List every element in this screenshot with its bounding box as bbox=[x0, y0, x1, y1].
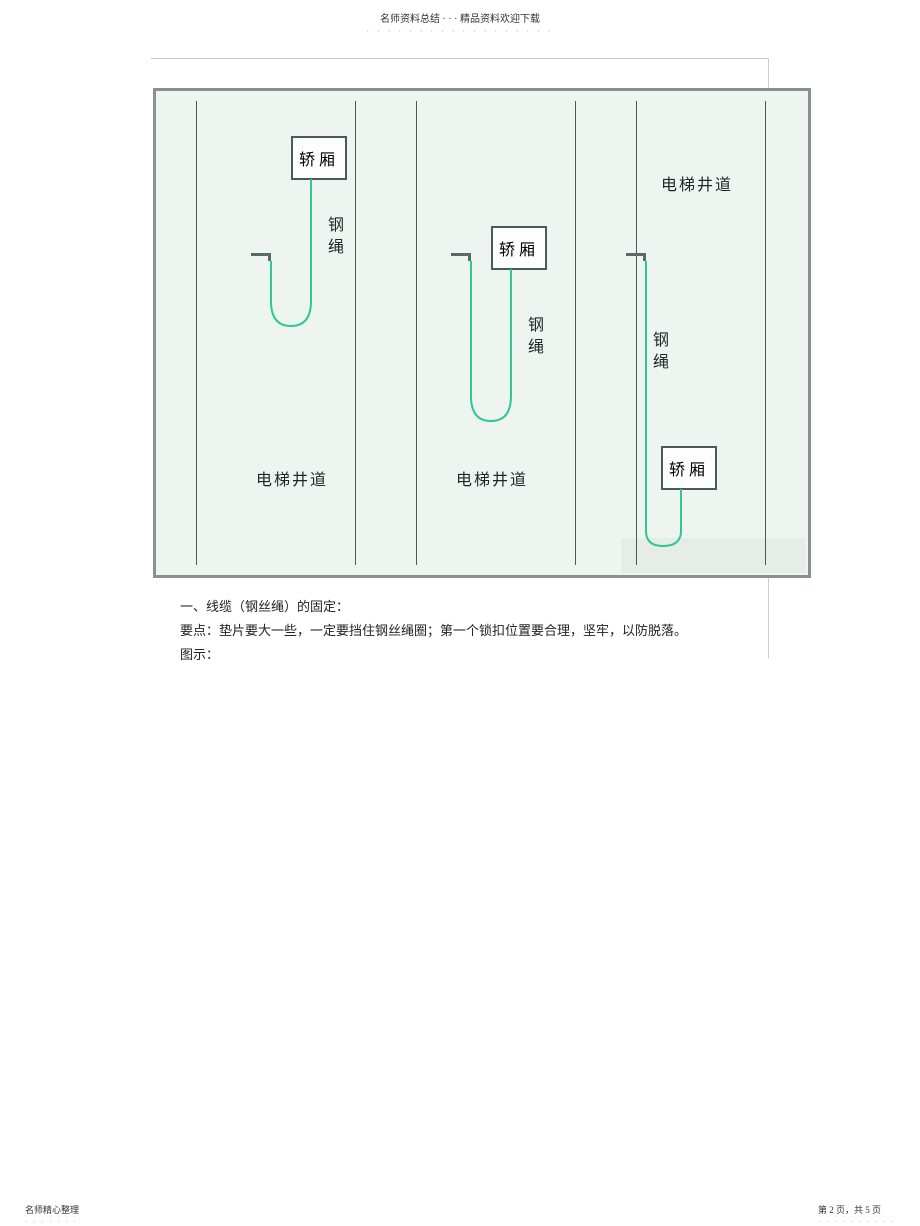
footer-divider: · · · · · · · bbox=[25, 1218, 79, 1226]
text-line-2: 要点：垫片要大一些，一定要挡住钢丝绳圈；第一个锁扣位置要合理，坚牢，以防脱落。 bbox=[180, 619, 687, 643]
body-text: 一、线缆（钢丝绳）的固定： 要点：垫片要大一些，一定要挡住钢丝绳圈；第一个锁扣位… bbox=[180, 595, 687, 667]
rope-line bbox=[176, 101, 376, 571]
elevator-shaft-3: 轿厢 钢绳 电梯井道 bbox=[616, 101, 786, 565]
wall-bracket bbox=[626, 253, 646, 261]
text-line-3: 图示： bbox=[180, 643, 687, 667]
footer-divider: · · · · · · · · · · bbox=[818, 1218, 895, 1226]
header-divider: · · · · · · · · · · · · · · · · · · bbox=[0, 27, 920, 36]
rope-label: 钢绳 bbox=[521, 316, 545, 360]
shaft-label: 电梯井道 bbox=[661, 171, 733, 195]
page-header: 名师资料总结 · · · 精品资料欢迎下载 · · · · · · · · · … bbox=[0, 0, 920, 36]
elevator-shaft-1: 轿厢 钢绳 电梯井道 bbox=[176, 101, 376, 565]
rope-line bbox=[396, 101, 596, 571]
footer-right-text: 第 2 页，共 5 页 bbox=[818, 1203, 895, 1216]
shaft-label: 电梯井道 bbox=[256, 466, 328, 490]
elevator-diagram: 轿厢 钢绳 电梯井道 轿厢 钢绳 电梯井道 轿厢 钢绳 电梯井道 bbox=[153, 88, 811, 578]
footer-left: 名师精心整理 · · · · · · · bbox=[25, 1203, 79, 1226]
footer-right: 第 2 页，共 5 页 · · · · · · · · · · bbox=[818, 1203, 895, 1226]
wall-bracket bbox=[251, 253, 271, 261]
rope-label: 钢绳 bbox=[321, 216, 345, 260]
wall-bracket bbox=[451, 253, 471, 261]
shaft-label: 电梯井道 bbox=[456, 466, 528, 490]
header-title: 名师资料总结 · · · 精品资料欢迎下载 bbox=[0, 10, 920, 25]
footer-left-text: 名师精心整理 bbox=[25, 1203, 79, 1216]
elevator-shaft-2: 轿厢 钢绳 电梯井道 bbox=[396, 101, 596, 565]
rope-label: 钢绳 bbox=[646, 331, 670, 375]
text-line-1: 一、线缆（钢丝绳）的固定： bbox=[180, 595, 687, 619]
